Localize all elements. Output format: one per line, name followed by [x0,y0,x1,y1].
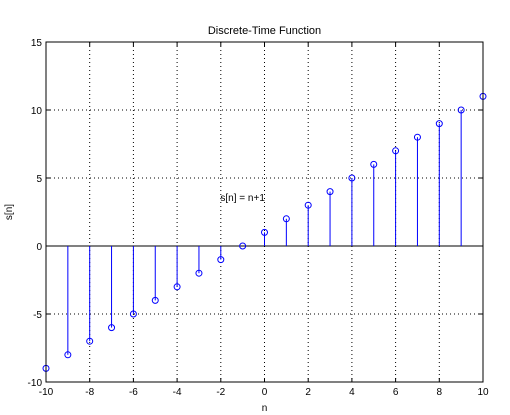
stem-marker [457,106,465,114]
y-tick-label: -5 [33,310,42,321]
x-tick-label: -2 [216,387,225,398]
stem-marker [195,269,203,277]
stem-marker [392,147,400,155]
stem-marker [108,324,116,332]
y-tick-label: 10 [31,106,43,117]
x-tick-label: 6 [393,387,399,398]
stem-marker [348,174,356,182]
y-tick-label: 0 [36,242,42,253]
stem-marker [304,201,312,209]
stem-marker [370,160,378,168]
x-tick-label: 4 [349,387,355,398]
stem-marker [86,337,94,345]
stem-marker [326,188,334,196]
stem-marker [151,296,159,304]
stem-marker [129,310,137,318]
x-tick-label: 8 [437,387,443,398]
stem-marker [217,256,225,264]
equation-annotation: s[n] = n+1 [220,193,265,204]
stem-marker [282,215,290,223]
stem-marker [435,120,443,128]
x-tick-label: -10 [39,387,54,398]
x-tick-label: 2 [305,387,311,398]
x-tick-label: -4 [173,387,182,398]
stem-marker [239,242,247,250]
x-tick-label: -8 [85,387,94,398]
x-axis-label: n [262,403,268,414]
stem-marker [261,228,268,236]
stem-marker [173,283,181,291]
x-tick-label: 0 [262,387,268,398]
x-tick-label: 10 [477,387,489,398]
y-tick-label: -10 [28,378,43,389]
chart-title: Discrete-Time Function [208,25,321,37]
stem-series [42,92,487,372]
stem-marker [64,351,72,359]
stem-marker [413,133,421,141]
y-tick-label: 15 [31,38,43,49]
y-tick-label: 5 [36,174,42,185]
x-tick-label: -6 [129,387,138,398]
axis-ticks: -10 -8 -6 -4 -2 0 2 4 6 8 10 -10 -5 0 5 10 15 [28,38,489,398]
y-axis-label: s[n] [4,204,15,220]
